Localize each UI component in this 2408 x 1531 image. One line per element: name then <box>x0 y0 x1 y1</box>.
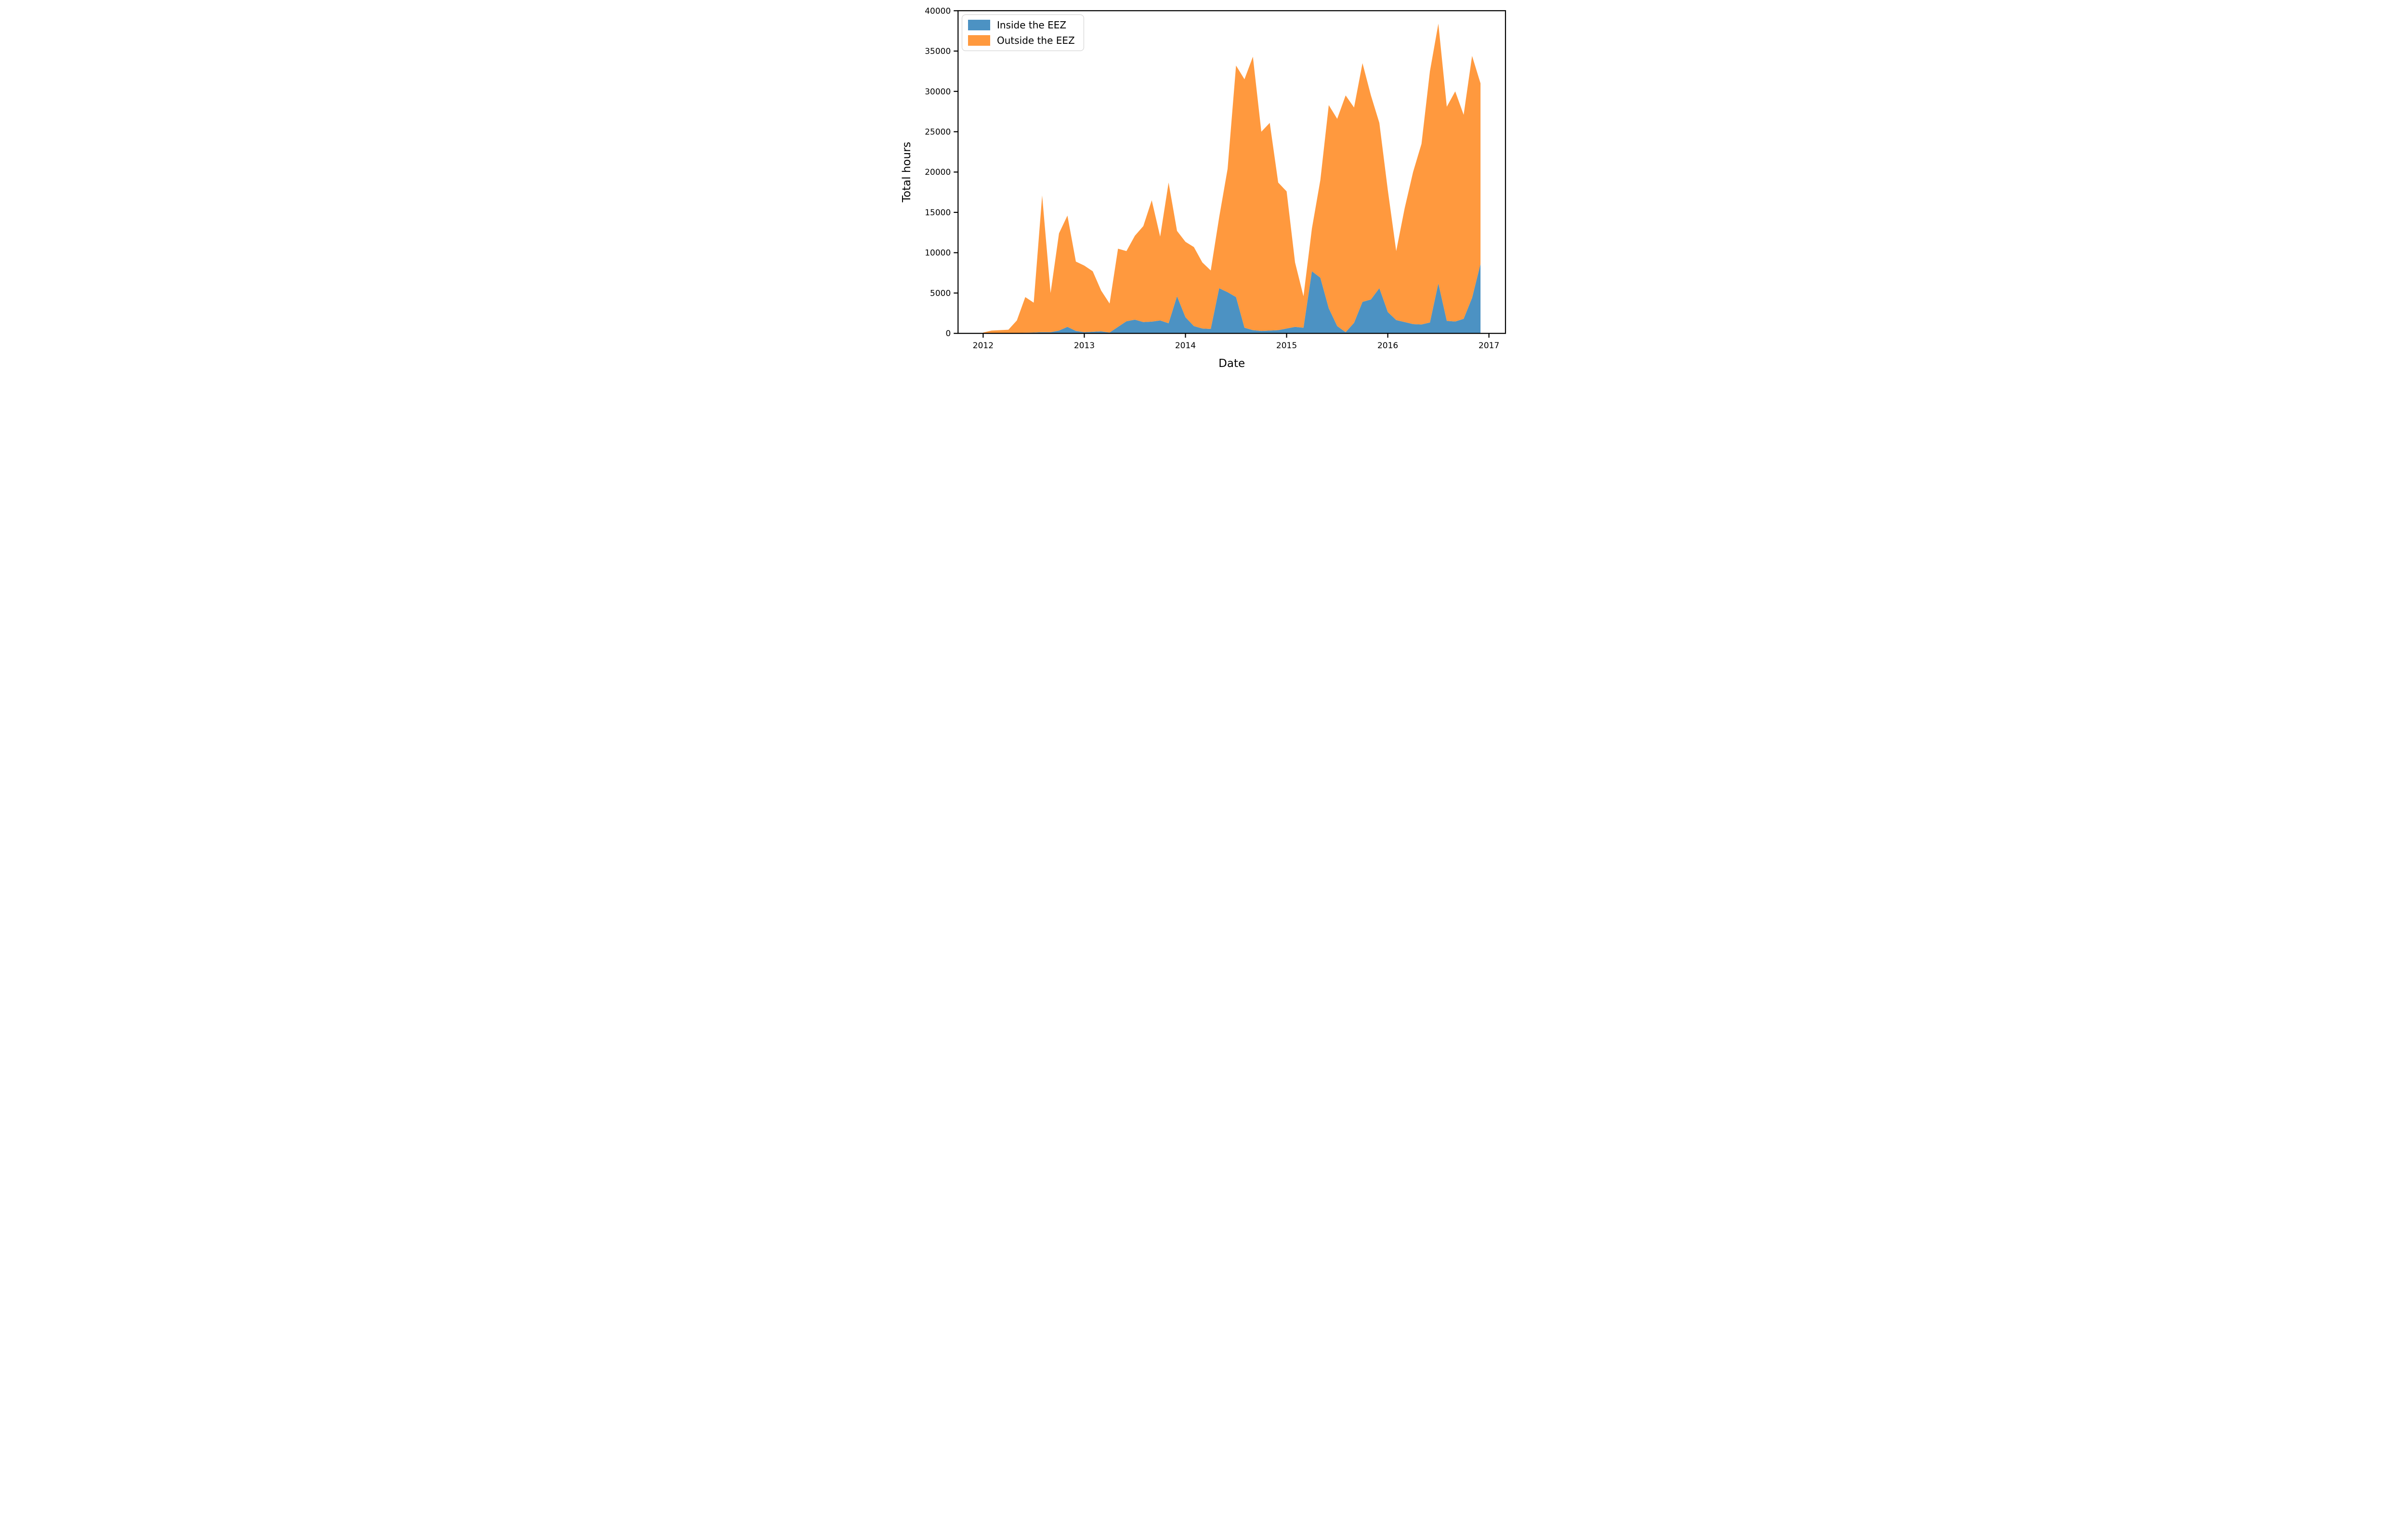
legend-swatch-outside <box>968 35 990 46</box>
legend-label-inside: Inside the EEZ <box>997 19 1067 31</box>
area-outside-eez <box>983 24 1481 334</box>
y-tick-label: 35000 <box>925 47 951 56</box>
x-tick-label: 2014 <box>1175 341 1196 351</box>
plot-box <box>957 10 1506 334</box>
legend-item-inside: Inside the EEZ <box>968 20 1075 30</box>
legend: Inside the EEZ Outside the EEZ <box>962 14 1084 51</box>
legend-swatch-inside <box>968 20 990 30</box>
y-tick-label: 15000 <box>925 208 951 218</box>
y-tick-label: 25000 <box>925 128 951 137</box>
x-tick-label: 2017 <box>1479 341 1499 351</box>
stacked-area-chart: 0 5000 10000 15000 20000 25000 30000 35000 40000… <box>901 6 1506 370</box>
x-axis-title: Date <box>1218 357 1245 370</box>
area-inside-eez <box>983 264 1481 334</box>
legend-item-outside: Outside the EEZ <box>968 35 1075 46</box>
figure: 0 5000 10000 15000 20000 25000 30000 35000 40000… <box>896 0 1512 374</box>
y-tick-label: 40000 <box>925 6 951 16</box>
x-tick-label: 2016 <box>1377 341 1398 351</box>
x-tick-label: 2013 <box>1074 341 1095 351</box>
x-tick-label: 2015 <box>1276 341 1297 351</box>
y-tick-label: 20000 <box>925 168 951 177</box>
y-tick-label: 10000 <box>925 249 951 258</box>
y-tick-label: 5000 <box>930 288 951 298</box>
y-axis-title: Total hours <box>901 142 913 203</box>
y-tick-label: 0 <box>945 329 951 339</box>
legend-label-outside: Outside the EEZ <box>997 35 1075 46</box>
x-tick-label: 2012 <box>973 341 994 351</box>
y-tick-label: 30000 <box>925 87 951 97</box>
